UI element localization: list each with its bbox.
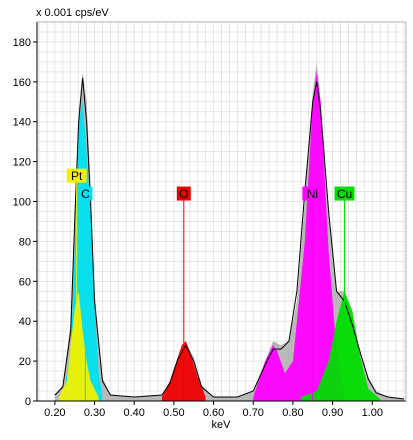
series-areas [54, 61, 405, 402]
axes: 0 20 40 60 80 100 120 140 160 180 0.20 0.30 0.40 0.50… [13, 21, 407, 419]
annotation-box-c [78, 186, 93, 201]
annotation-box-o [176, 186, 191, 201]
series-area-c [62, 101, 103, 401]
y-tick-label: 180 [13, 37, 31, 49]
annotation-label-c: C [81, 187, 90, 201]
series-area-pt [58, 291, 99, 401]
x-tick-label: 0.80 [282, 407, 303, 419]
annotation-label-pt: Pt [71, 169, 83, 183]
y-tick-label: 60 [19, 276, 31, 288]
x-tick-label: 0.20 [44, 407, 65, 419]
y-tick-label: 100 [13, 197, 31, 209]
fit-lines [54, 77, 405, 400]
annotation-box-ni [302, 186, 323, 201]
x-tick-label: 0.90 [322, 407, 343, 419]
y-tick-label: 40 [19, 316, 31, 328]
y-tick-label: 20 [19, 356, 31, 368]
x-tick-label: 0.40 [123, 407, 144, 419]
x-tick-label: 0.30 [84, 407, 105, 419]
y-tick-label: 80 [19, 236, 31, 248]
x-axis-label: keV [212, 419, 232, 431]
y-tick-label: 160 [13, 77, 31, 89]
series-area-cu [300, 291, 381, 401]
annotation-label-o: O [179, 187, 188, 201]
annotation-label-ni: Ni [307, 187, 318, 201]
x-tick-label: 0.60 [203, 407, 224, 419]
x-tick-label: 0.50 [163, 407, 184, 419]
annotation-box-cu [334, 186, 355, 201]
y-unit-label: x 0.001 cps/eV [36, 7, 109, 19]
y-tick-label: 0 [25, 396, 31, 408]
annotation-label-cu: Cu [337, 187, 352, 201]
annotation-box-pt [66, 168, 87, 183]
series-area-ni [253, 71, 345, 402]
fit-line [54, 77, 405, 400]
x-tick-label: 0.70 [243, 407, 264, 419]
y-tick-label: 120 [13, 157, 31, 169]
x-tick-label: 1.00 [362, 407, 383, 419]
element-annotations: Pt C O Ni Cu [66, 168, 355, 401]
y-tick-label: 140 [13, 117, 31, 129]
